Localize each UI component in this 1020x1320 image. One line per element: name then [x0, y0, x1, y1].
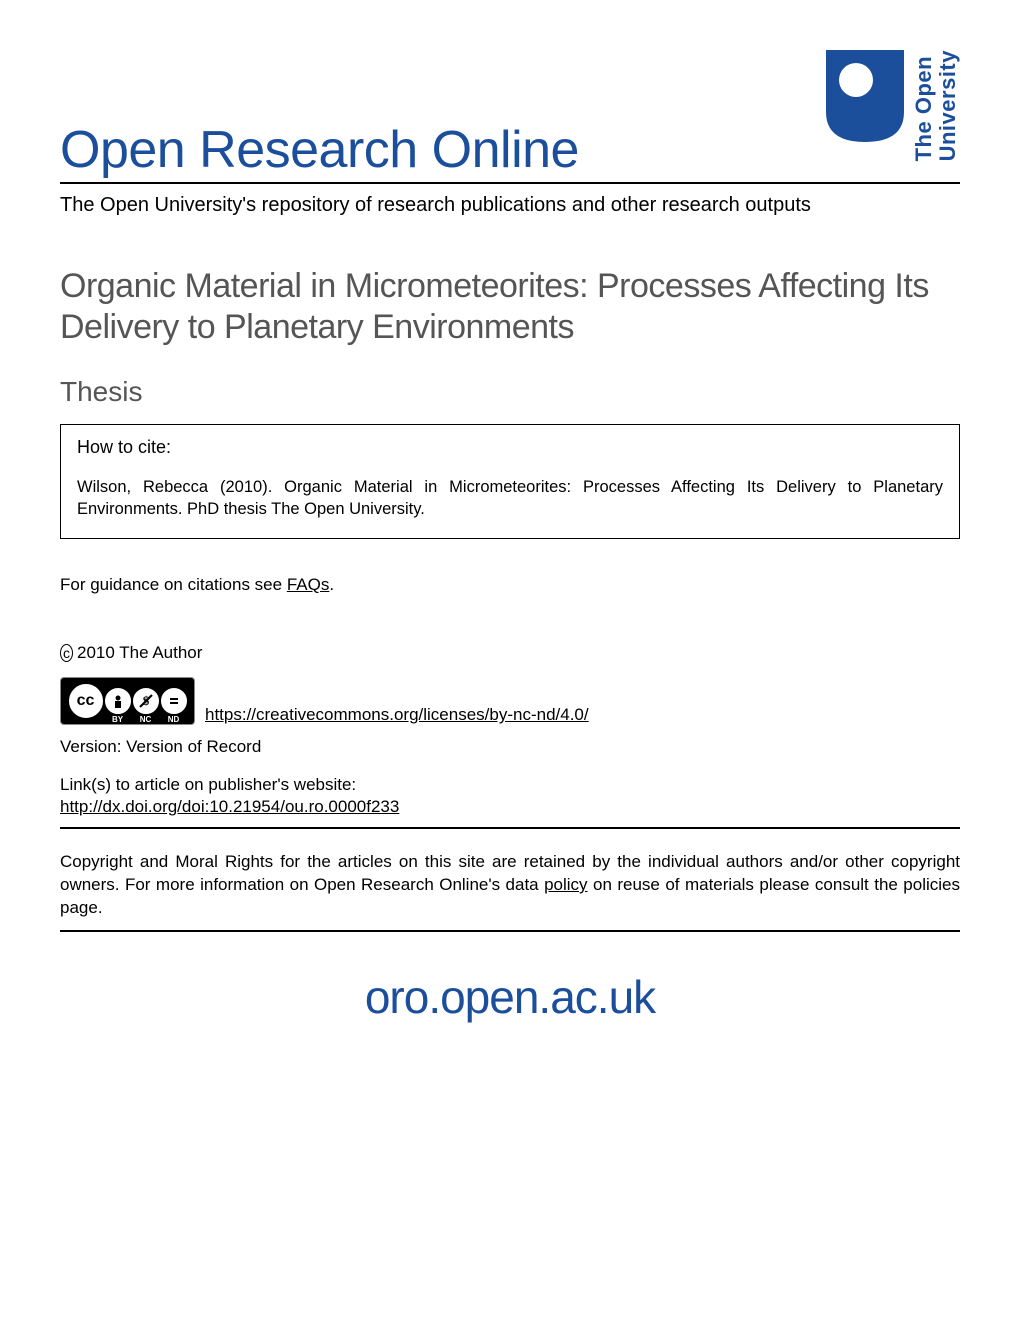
- vertical-text-line1: The Open: [911, 56, 936, 161]
- citation-heading: How to cite:: [77, 437, 943, 458]
- vertical-text-line2: University: [935, 50, 960, 161]
- license-url-link[interactable]: https://creativecommons.org/licenses/by-…: [205, 705, 589, 725]
- license-row: cc BY $ NC ND https://creativecommons.or…: [60, 677, 960, 725]
- document-type: Thesis: [60, 376, 960, 408]
- cc-icon: cc: [69, 684, 103, 718]
- by-icon: BY: [105, 688, 131, 714]
- header: The Open University Open Research Online…: [60, 60, 960, 218]
- version-text: Version: Version of Record: [60, 737, 960, 757]
- copyright-text: 2010 The Author: [77, 643, 202, 662]
- title-divider: [60, 182, 960, 184]
- citation-box: How to cite: Wilson, Rebecca (2010). Org…: [60, 424, 960, 540]
- guidance-suffix: .: [329, 575, 334, 594]
- guidance-prefix: For guidance on citations see: [60, 575, 287, 594]
- guidance-text: For guidance on citations see FAQs.: [60, 575, 960, 595]
- shield-icon: [826, 50, 904, 142]
- policy-link[interactable]: policy: [544, 875, 587, 894]
- cc-icon-group: cc BY $ NC ND: [69, 684, 187, 718]
- bottom-divider: [60, 930, 960, 932]
- university-name-vertical: The Open University: [912, 50, 960, 161]
- citation-text: Wilson, Rebecca (2010). Organic Material…: [77, 476, 943, 521]
- copyright-icon: c: [60, 644, 73, 662]
- nc-icon: $ NC: [133, 688, 159, 714]
- site-subtitle: The Open University's repository of rese…: [60, 192, 960, 218]
- rights-text: Copyright and Moral Rights for the artic…: [60, 851, 960, 920]
- footer-url[interactable]: oro.open.ac.uk: [60, 970, 960, 1024]
- publisher-links-label: Link(s) to article on publisher's websit…: [60, 775, 960, 795]
- cc-license-badge[interactable]: cc BY $ NC ND: [60, 677, 195, 725]
- nd-icon: ND: [161, 688, 187, 714]
- faqs-link[interactable]: FAQs: [287, 575, 330, 594]
- divider: [60, 827, 960, 829]
- paper-title: Organic Material in Micrometeorites: Pro…: [60, 266, 960, 348]
- doi-link[interactable]: http://dx.doi.org/doi:10.21954/ou.ro.000…: [60, 797, 399, 816]
- copyright-line: c2010 The Author: [60, 643, 960, 663]
- university-logo: The Open University: [826, 50, 960, 161]
